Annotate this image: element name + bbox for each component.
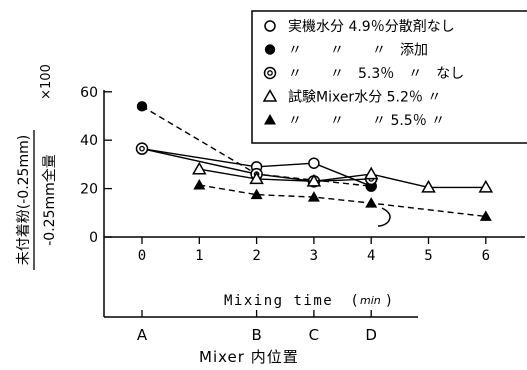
- legend-label: 実機水分 4.9％分散剤なし: [288, 19, 455, 35]
- data-point: [307, 191, 320, 202]
- data-point: [249, 171, 264, 185]
- x-tick-label: 6: [482, 248, 490, 264]
- axes: 0 20 40 60 0 1 2 3 4 5 6: [80, 85, 525, 317]
- data-point: [479, 210, 492, 221]
- data-point: [363, 166, 379, 180]
- series-line: [141, 147, 372, 187]
- x-axis-unit: min: [360, 294, 381, 307]
- legend-label: 〃 〃 〃 添加: [288, 43, 428, 59]
- data-point: [135, 142, 149, 155]
- data-point: [421, 179, 436, 193]
- x-tick-label: 2: [252, 248, 260, 264]
- data-point: [192, 161, 207, 175]
- position-tick-label: A: [137, 326, 148, 344]
- legend-box: [251, 10, 527, 144]
- data-point: [306, 173, 322, 187]
- data-point: [193, 178, 206, 190]
- data-point: [478, 179, 494, 193]
- data-point: [308, 157, 320, 169]
- y-tick-label: 0: [89, 230, 98, 246]
- y-axis-label-multiplier: ×100: [39, 64, 54, 100]
- x-tick-label: 5: [424, 248, 432, 264]
- series-5: [193, 178, 492, 221]
- series-4: [192, 161, 494, 193]
- x-tick-label: 1: [195, 248, 203, 264]
- position-axis: A B C D Mixer 内位置: [104, 310, 418, 366]
- legend-label: 〃 〃 〃 5.5％ 〃: [288, 113, 445, 129]
- y-axis-label-numerator: 未付着粉(-0.25mm): [16, 135, 32, 265]
- legend-label: 〃 〃 5.3％ 〃 なし: [288, 66, 464, 82]
- x-axis-unit-close: ): [386, 293, 391, 309]
- y-tick-label: 20: [80, 182, 98, 198]
- y-axis-label: 未付着粉(-0.25mm) -0.25mm全量 ×100: [16, 64, 58, 270]
- y-tick-label: 40: [80, 133, 98, 149]
- legend-marker: [262, 88, 278, 102]
- x-axis-label: Mixing time: [224, 293, 333, 309]
- annotation-curve: [377, 207, 391, 227]
- position-tick-label: C: [309, 326, 319, 344]
- x-tick-label: 0: [138, 248, 146, 264]
- legend-marker: [264, 44, 276, 55]
- position-axis-label: Mixer 内位置: [199, 348, 299, 366]
- legend: 実機水分 4.9％分散剤なし〃 〃 〃 添加〃 〃 5.3％ 〃 なし試験Mix…: [251, 10, 527, 144]
- x-axis-unit-open: (: [352, 293, 357, 309]
- series-layer: [135, 101, 494, 221]
- series-line: [199, 184, 486, 218]
- legend-marker: [264, 114, 276, 125]
- legend-label: 試験Mixer水分 5.2％ 〃: [288, 90, 441, 106]
- position-tick-label: D: [365, 326, 377, 344]
- x-tick-label: 4: [367, 248, 375, 264]
- legend-marker: [264, 20, 276, 32]
- x-axis-title: Mixing time ( min ): [224, 293, 391, 309]
- x-tick-label: 3: [310, 248, 318, 264]
- legend-marker: [263, 66, 277, 80]
- data-point: [365, 197, 378, 208]
- data-point: [250, 188, 263, 200]
- y-tick-label: 60: [80, 85, 98, 101]
- position-tick-label: B: [251, 326, 261, 344]
- data-point: [136, 101, 148, 112]
- y-axis-label-denominator: -0.25mm全量: [41, 154, 58, 246]
- series-line: [141, 147, 372, 183]
- series-line: [199, 168, 486, 189]
